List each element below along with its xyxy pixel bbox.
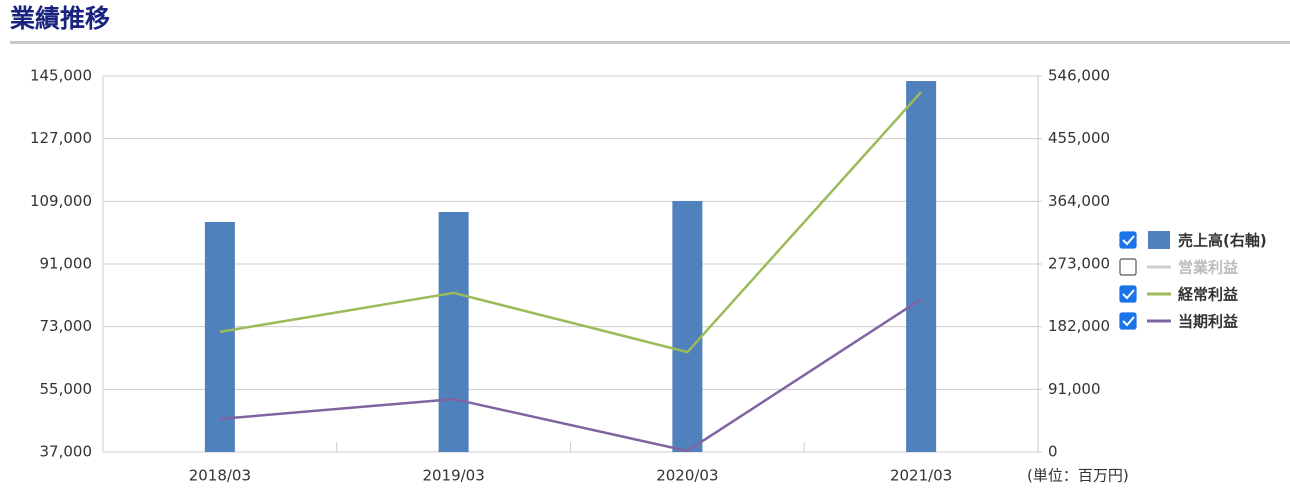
- legend-check[interactable]: [1122, 235, 1135, 246]
- y2-tick-label: 273,000: [1048, 255, 1110, 273]
- chart-title: 業績推移: [10, 4, 110, 33]
- legend-check[interactable]: [1122, 316, 1135, 327]
- y-tick-label: 127,000: [30, 129, 92, 147]
- legend-label[interactable]: 営業利益: [1178, 259, 1238, 277]
- y-tick-label: 73,000: [40, 317, 93, 335]
- bar: [906, 81, 937, 453]
- legend-checkbox[interactable]: [1119, 258, 1137, 276]
- unit-label: (単位：百万円): [1027, 467, 1129, 485]
- legend-swatch: [1148, 231, 1170, 249]
- y2-tick-label: 546,000: [1048, 67, 1110, 85]
- bar: [672, 200, 703, 452]
- legend-check[interactable]: [1122, 289, 1135, 300]
- legend-label[interactable]: 売上高(右軸): [1178, 232, 1267, 250]
- y-tick-label: 55,000: [40, 380, 93, 398]
- legend-checkbox[interactable]: [1119, 285, 1137, 303]
- y-tick-label: 145,000: [30, 67, 92, 85]
- y2-tick-label: 91,000: [1048, 380, 1101, 398]
- legend-checkbox[interactable]: [1119, 312, 1137, 330]
- x-tick-label: 2018/03: [189, 467, 251, 485]
- legend-label[interactable]: 当期利益: [1178, 313, 1238, 331]
- y2-tick-label: 455,000: [1048, 129, 1110, 147]
- bar: [204, 221, 235, 452]
- y-tick-label: 91,000: [40, 255, 93, 273]
- x-tick-label: 2019/03: [422, 467, 484, 485]
- line-series: [219, 91, 923, 354]
- y2-tick-label: 182,000: [1048, 317, 1110, 335]
- x-tick-label: 2021/03: [890, 467, 952, 485]
- legend-checkbox[interactable]: [1119, 231, 1137, 249]
- title-rule: [10, 41, 1290, 44]
- y-tick-label: 37,000: [40, 443, 93, 461]
- bar: [438, 212, 469, 452]
- y2-tick-label: 364,000: [1048, 192, 1110, 210]
- x-tick-label: 2020/03: [656, 467, 718, 485]
- line-series: [219, 298, 922, 453]
- y-tick-label: 109,000: [30, 192, 92, 210]
- legend-label[interactable]: 経常利益: [1178, 286, 1238, 304]
- y2-tick-label: 0: [1048, 443, 1058, 461]
